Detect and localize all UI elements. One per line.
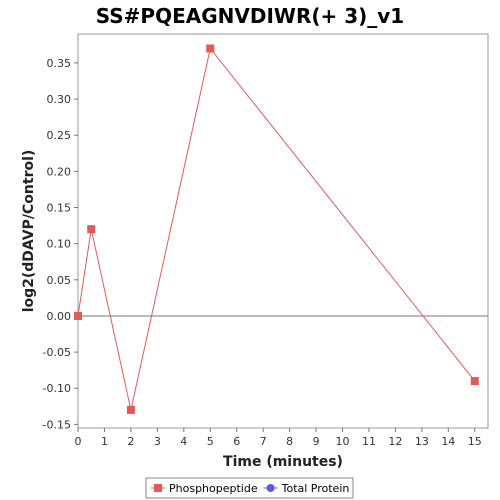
- x-tick-label: 11: [362, 435, 376, 448]
- x-tick-label: 7: [260, 435, 267, 448]
- x-tick-label: 1: [101, 435, 108, 448]
- x-tick-label: 12: [388, 435, 402, 448]
- y-axis: -0.15 -0.10 -0.05 0.00 0.05 0.10 0.15 0.20 0.25 0…: [43, 57, 78, 431]
- x-axis: 0 1 2 3 4 5 6 7 8 9 10 11 12 13 14 15: [75, 428, 482, 448]
- legend-label: Phosphopeptide: [169, 482, 258, 495]
- legend-label: Total Protein: [281, 482, 350, 495]
- y-tick-label: 0.30: [47, 93, 72, 106]
- x-tick-label: 4: [180, 435, 187, 448]
- series-layer: [74, 44, 479, 414]
- y-tick-label: -0.10: [43, 382, 71, 395]
- x-tick-label: 13: [415, 435, 429, 448]
- x-tick-label: 3: [154, 435, 161, 448]
- legend-marker: [266, 484, 275, 492]
- x-tick-label: 14: [441, 435, 455, 448]
- x-axis-label: Time (minutes): [223, 454, 343, 470]
- y-tick-label: 0.05: [47, 274, 72, 287]
- x-tick-label: 15: [468, 435, 482, 448]
- data-point: [74, 311, 82, 320]
- data-point: [87, 225, 96, 234]
- y-tick-label: 0.20: [47, 165, 72, 178]
- legend: Phosphopeptide Total Protein: [145, 477, 354, 499]
- x-tick-label: 6: [233, 435, 240, 448]
- y-tick-label: -0.05: [43, 346, 71, 359]
- y-tick-label: 0.25: [47, 129, 72, 142]
- y-tick-label: 0.35: [47, 57, 72, 70]
- x-tick-label: 0: [75, 435, 82, 448]
- x-tick-label: 9: [313, 435, 320, 448]
- data-point: [126, 405, 135, 414]
- x-tick-label: 2: [127, 435, 134, 448]
- data-point: [206, 44, 215, 53]
- y-axis-label: log2(dDAVP/Control): [21, 150, 37, 313]
- data-point: [470, 377, 479, 386]
- x-tick-label: 5: [207, 435, 214, 448]
- legend-box: [145, 477, 354, 499]
- y-tick-label: 0.15: [47, 202, 72, 215]
- plot-area: [77, 33, 489, 429]
- y-tick-label: 0.10: [47, 238, 72, 251]
- legend-marker: [154, 484, 162, 492]
- y-tick-label: -0.15: [43, 418, 71, 431]
- x-tick-label: 10: [336, 435, 350, 448]
- x-tick-label: 8: [286, 435, 293, 448]
- chart-title: SS#PQEAGNVDIWR(+ 3)_v1: [96, 4, 404, 28]
- y-tick-label: 0.00: [47, 310, 72, 323]
